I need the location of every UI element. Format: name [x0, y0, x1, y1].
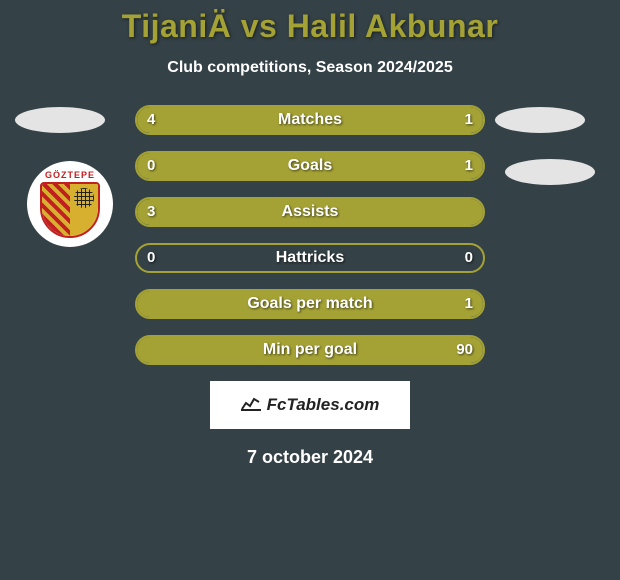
stat-row: 4Matches1 [135, 105, 485, 135]
stat-label: Goals per match [137, 291, 483, 317]
stat-row: Goals per match1 [135, 289, 485, 319]
club-shield-icon [40, 182, 100, 238]
stat-label: Matches [137, 107, 483, 133]
stat-row: 0Goals1 [135, 151, 485, 181]
stat-value-right: 1 [465, 153, 473, 179]
stat-value-right: 1 [465, 107, 473, 133]
comparison-area: GÖZTEPE 4Matches10Goals13Assists0Hattric… [0, 105, 620, 468]
stat-label: Hattricks [137, 245, 483, 271]
stat-value-right: 90 [456, 337, 473, 363]
chart-icon [241, 395, 261, 416]
competition-subtitle: Club competitions, Season 2024/2025 [0, 59, 620, 77]
watermark-badge: FcTables.com [210, 381, 410, 429]
player-right-name: Halil Akbunar [287, 8, 499, 44]
comparison-title: TijaniÄ vs Halil Akbunar [0, 0, 620, 45]
player-left-club-badge: GÖZTEPE [27, 161, 113, 247]
stat-row: 0Hattricks0 [135, 243, 485, 273]
club-badge-inner: GÖZTEPE [34, 168, 106, 240]
stat-label: Min per goal [137, 337, 483, 363]
stat-label: Goals [137, 153, 483, 179]
player-left-name: TijaniÄ [122, 8, 232, 44]
player-right-avatar [495, 107, 585, 133]
stat-value-right: 0 [465, 245, 473, 271]
snapshot-date: 7 october 2024 [0, 447, 620, 468]
stat-label: Assists [137, 199, 483, 225]
watermark-text: FcTables.com [267, 395, 380, 415]
player-right-club-avatar [505, 159, 595, 185]
stat-value-right: 1 [465, 291, 473, 317]
stat-rows: 4Matches10Goals13Assists0Hattricks0Goals… [135, 105, 485, 365]
club-name-label: GÖZTEPE [34, 170, 106, 180]
player-left-avatar [15, 107, 105, 133]
stat-row: 3Assists [135, 197, 485, 227]
vs-separator: vs [231, 8, 286, 44]
stat-row: Min per goal90 [135, 335, 485, 365]
